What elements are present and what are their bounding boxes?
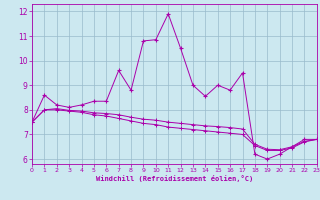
X-axis label: Windchill (Refroidissement éolien,°C): Windchill (Refroidissement éolien,°C): [96, 175, 253, 182]
